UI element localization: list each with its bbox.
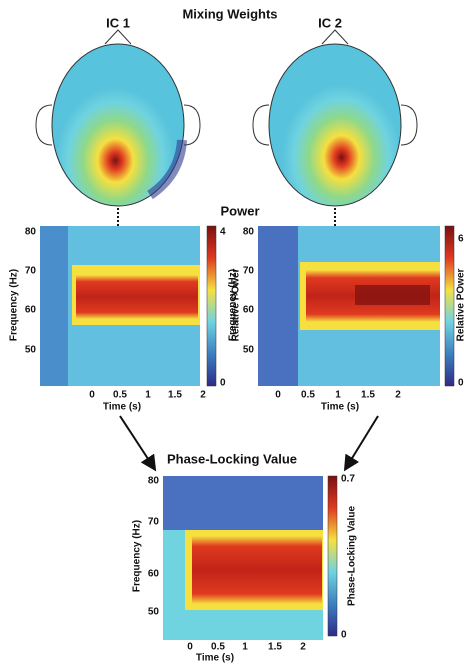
x-tick-label: 1 bbox=[335, 390, 341, 401]
y-tick-label: 70 bbox=[25, 266, 37, 277]
colorbar-tick-label: 0 bbox=[341, 630, 347, 641]
x-tick-label: 0 bbox=[275, 390, 281, 401]
x-tick-label: 2 bbox=[395, 390, 401, 401]
x-axis-label: Time (s) bbox=[103, 402, 141, 413]
x-tick-label: 0.5 bbox=[211, 642, 225, 653]
colorbar-label: Relative POwer bbox=[456, 268, 464, 341]
y-tick-label: 60 bbox=[25, 305, 37, 316]
x-tick-label: 2 bbox=[200, 390, 206, 401]
section-title: Phase-Locking Value bbox=[167, 451, 297, 466]
x-axis-label: Time (s) bbox=[321, 402, 359, 413]
y-tick-label: 80 bbox=[243, 227, 255, 238]
x-tick-label: 2 bbox=[300, 642, 306, 653]
y-tick-label: 50 bbox=[243, 345, 255, 356]
figure: Mixing Weights IC 1 IC 2 Power Phase-Loc… bbox=[0, 0, 464, 667]
topomap-label: IC 1 bbox=[106, 15, 130, 30]
x-axis-label: Time (s) bbox=[196, 653, 234, 664]
colorbar-tick-label: 0 bbox=[458, 378, 464, 389]
colorbar-tick-label: 6 bbox=[458, 234, 464, 245]
y-tick-label: 80 bbox=[25, 227, 37, 238]
x-tick-label: 0.5 bbox=[301, 390, 315, 401]
y-tick-label: 50 bbox=[148, 607, 160, 618]
y-tick-label: 60 bbox=[148, 569, 160, 580]
title: Mixing Weights bbox=[182, 6, 277, 21]
y-axis-label: Frequency (Hz) bbox=[132, 520, 143, 592]
x-tick-label: 1 bbox=[242, 642, 248, 653]
y-tick-label: 80 bbox=[148, 476, 160, 487]
x-tick-label: 0.5 bbox=[113, 390, 127, 401]
x-tick-label: 1.5 bbox=[361, 390, 375, 401]
y-axis-label: Frequency (Hz) bbox=[9, 269, 20, 341]
y-tick-label: 60 bbox=[243, 305, 255, 316]
heatmap bbox=[163, 476, 323, 640]
x-tick-label: 1.5 bbox=[168, 390, 182, 401]
y-tick-label: 70 bbox=[243, 266, 255, 277]
x-tick-label: 0 bbox=[187, 642, 193, 653]
y-tick-label: 50 bbox=[25, 345, 37, 356]
colorbar-label: Phase-Locking Value bbox=[347, 506, 358, 606]
colorbar-tick-label: 0 bbox=[220, 378, 226, 389]
topomap bbox=[36, 30, 200, 206]
heatmap bbox=[258, 226, 440, 386]
x-tick-label: 1.5 bbox=[268, 642, 282, 653]
colorbar-tick-label: 4 bbox=[220, 227, 226, 238]
heatmap bbox=[40, 226, 200, 386]
arrow bbox=[346, 416, 378, 468]
y-tick-label: 70 bbox=[148, 517, 160, 528]
topomap-label: IC 2 bbox=[318, 15, 342, 30]
x-tick-label: 1 bbox=[145, 390, 151, 401]
arrow bbox=[120, 416, 154, 468]
y-axis-label: Frequency (Hz) bbox=[228, 269, 239, 341]
colorbar-tick-label: 0.7 bbox=[341, 474, 355, 485]
topomap bbox=[253, 30, 417, 206]
section-title: Power bbox=[220, 203, 259, 218]
x-tick-label: 0 bbox=[89, 390, 95, 401]
